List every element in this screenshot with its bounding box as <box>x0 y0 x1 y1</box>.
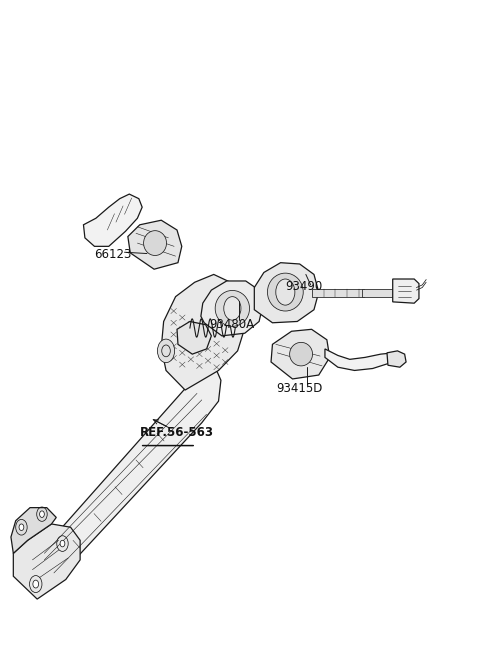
Circle shape <box>39 511 44 518</box>
Polygon shape <box>177 321 211 354</box>
Ellipse shape <box>267 273 303 311</box>
Text: 93415D: 93415D <box>276 382 322 395</box>
Polygon shape <box>84 194 142 247</box>
Circle shape <box>33 580 38 588</box>
Circle shape <box>227 290 244 314</box>
Circle shape <box>19 524 24 531</box>
Polygon shape <box>362 289 393 297</box>
Polygon shape <box>393 279 419 303</box>
Text: REF.56-563: REF.56-563 <box>140 426 214 439</box>
Polygon shape <box>271 329 330 379</box>
Polygon shape <box>201 281 263 336</box>
Text: 93480A: 93480A <box>209 318 254 331</box>
Polygon shape <box>312 289 364 297</box>
Ellipse shape <box>144 231 167 255</box>
Circle shape <box>224 297 241 320</box>
Polygon shape <box>30 364 221 592</box>
Ellipse shape <box>215 291 250 327</box>
Circle shape <box>60 541 65 547</box>
Polygon shape <box>254 262 319 323</box>
Polygon shape <box>30 563 51 592</box>
Circle shape <box>157 339 175 363</box>
Text: 66123: 66123 <box>95 249 132 261</box>
Text: 93490: 93490 <box>285 280 323 293</box>
Polygon shape <box>128 220 182 269</box>
Polygon shape <box>11 508 56 554</box>
Ellipse shape <box>289 342 312 366</box>
Polygon shape <box>13 524 80 599</box>
Polygon shape <box>387 351 406 367</box>
Polygon shape <box>161 274 245 390</box>
Polygon shape <box>325 349 395 371</box>
Circle shape <box>276 279 295 305</box>
